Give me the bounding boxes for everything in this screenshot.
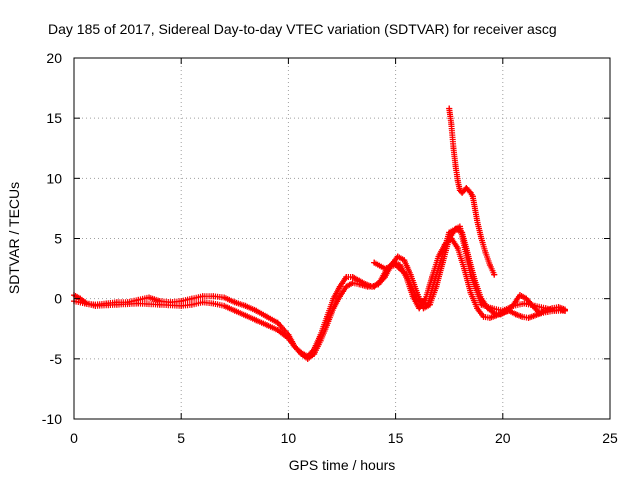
x-tick-label: 10 bbox=[281, 430, 297, 446]
x-axis-label: GPS time / hours bbox=[289, 457, 396, 473]
tick-layer: 0 5 10 15 20 25 -10 -5 0 5 10 15 20 bbox=[42, 50, 618, 446]
x-tick-label: 0 bbox=[70, 430, 78, 446]
y-axis-label: SDTVAR / TECUs bbox=[6, 182, 22, 294]
y-tick-label: -10 bbox=[42, 411, 62, 427]
y-tick-label: 15 bbox=[46, 110, 62, 126]
y-tick-label: 10 bbox=[46, 170, 62, 186]
x-tick-label: 25 bbox=[602, 430, 618, 446]
y-tick-label: -5 bbox=[50, 351, 63, 367]
chart-title: Day 185 of 2017, Sidereal Day-to-day VTE… bbox=[48, 21, 557, 37]
y-tick-label: 20 bbox=[46, 50, 62, 66]
grid-layer bbox=[74, 58, 610, 419]
x-tick-label: 15 bbox=[388, 430, 404, 446]
series-track-d bbox=[371, 223, 568, 314]
y-tick-label: 0 bbox=[54, 291, 62, 307]
y-tick-label: 5 bbox=[54, 231, 62, 247]
series-trace bbox=[446, 105, 498, 278]
x-tick-label: 5 bbox=[177, 430, 185, 446]
series-trace bbox=[371, 223, 568, 314]
x-tick-label: 20 bbox=[495, 430, 511, 446]
data-layer bbox=[71, 105, 568, 362]
series-track-c bbox=[446, 105, 498, 278]
